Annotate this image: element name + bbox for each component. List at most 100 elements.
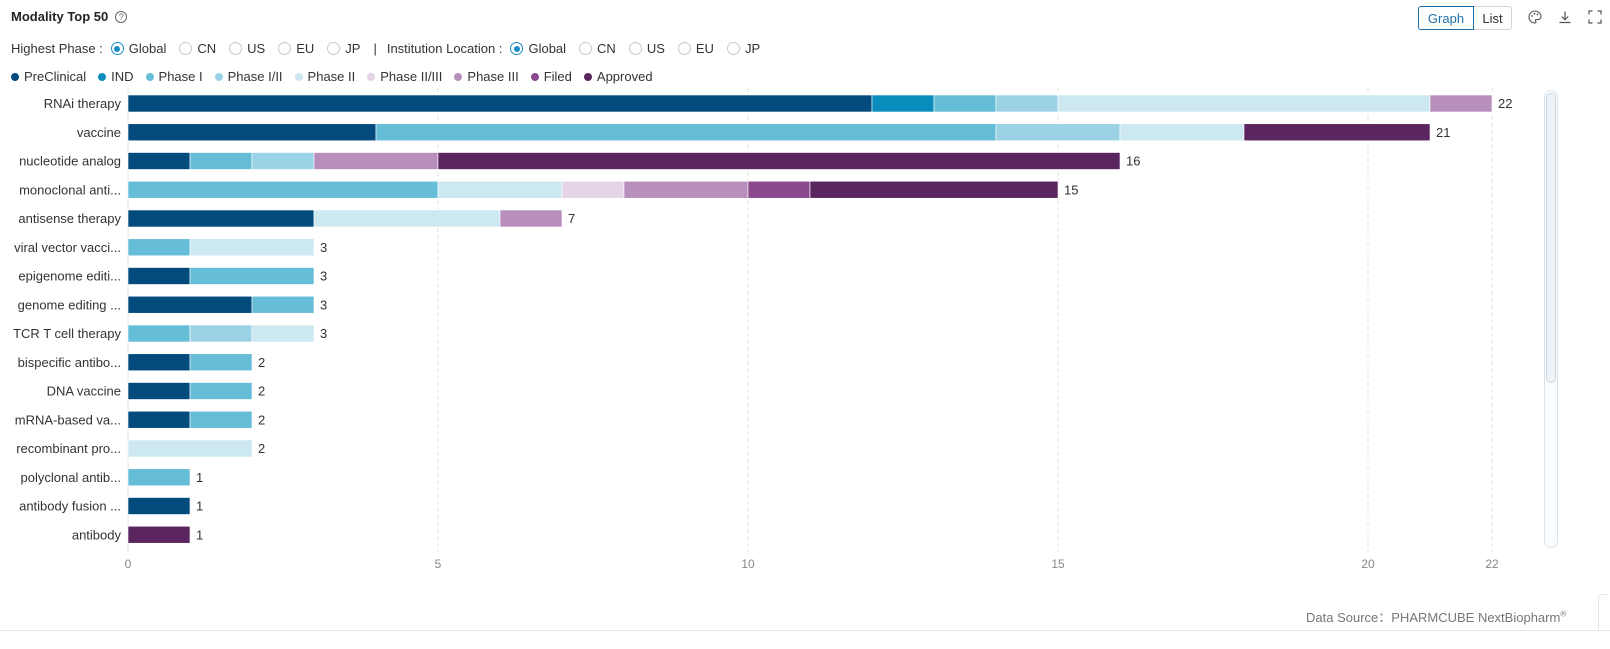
bar-segment[interactable] (189, 382, 253, 400)
legend-item-phase-iii[interactable]: Phase III (454, 69, 519, 84)
bar-segment[interactable] (127, 152, 191, 170)
bar-segment[interactable] (127, 525, 191, 544)
highest-phase-option-global[interactable]: Global (110, 41, 166, 56)
legend-item-ind[interactable]: IND (98, 69, 134, 84)
bar-segment[interactable] (127, 382, 191, 400)
resize-corner (1598, 594, 1609, 629)
bar-segment[interactable] (313, 152, 439, 170)
chart-scrollbar[interactable] (1544, 90, 1558, 548)
bar-segment[interactable] (189, 267, 315, 285)
radio-icon[interactable] (179, 42, 193, 55)
bar-segment[interactable] (623, 180, 749, 199)
bar-segment[interactable] (127, 295, 253, 314)
category-label: monoclonal anti... (19, 182, 121, 197)
bar-segment[interactable] (127, 468, 191, 487)
bar-segment[interactable] (437, 180, 563, 199)
question-circle-icon[interactable]: ? (115, 10, 128, 23)
bar-total-label: 1 (196, 499, 203, 514)
palette-icon[interactable] (1527, 9, 1543, 25)
graph-view-button[interactable]: Graph (1418, 6, 1474, 30)
legend-item-preclinical[interactable]: PreClinical (11, 69, 86, 84)
bar-segment[interactable] (995, 123, 1121, 142)
bar-segment[interactable] (189, 238, 315, 257)
bar-segment[interactable] (127, 353, 191, 372)
bar-segment[interactable] (1057, 94, 1431, 113)
legend-dot-icon (294, 72, 303, 81)
radio-icon[interactable] (726, 42, 740, 55)
legend-label: Phase I (158, 69, 203, 84)
filter-row: Highest Phase : Global CN US EU JP | Ins… (11, 41, 773, 56)
bar-segment[interactable] (127, 123, 377, 142)
legend-item-phase-i-ii[interactable]: Phase I/II (214, 69, 283, 84)
bar-segment[interactable] (251, 152, 315, 170)
bar-segment[interactable] (933, 94, 997, 113)
bar-segment[interactable] (127, 439, 253, 458)
bar-segment[interactable] (127, 324, 191, 343)
bar-segment[interactable] (871, 94, 935, 113)
category-label: bispecific antibo... (18, 355, 121, 370)
legend-item-phase-ii[interactable]: Phase II (294, 69, 355, 84)
download-icon[interactable] (1557, 9, 1573, 25)
list-view-button[interactable]: List (1474, 6, 1512, 30)
bar-segment[interactable] (1243, 123, 1431, 142)
highest-phase-option-cn[interactable]: CN (179, 41, 216, 56)
bar-segment[interactable] (127, 238, 191, 257)
bar-segment[interactable] (127, 497, 191, 515)
radio-icon[interactable] (278, 42, 292, 55)
radio-checked-icon[interactable] (510, 42, 524, 55)
bar-segment[interactable] (313, 209, 501, 228)
bar-total-label: 2 (258, 412, 265, 427)
bar-segment[interactable] (127, 410, 191, 429)
radio-icon[interactable] (628, 42, 642, 55)
bar-segment[interactable] (127, 267, 191, 285)
scrollbar-thumb[interactable] (1546, 93, 1556, 383)
bar-segment[interactable] (127, 180, 439, 199)
bar-segment[interactable] (251, 324, 315, 343)
bar-segment[interactable] (1119, 123, 1245, 142)
bar-segment[interactable] (189, 410, 253, 429)
legend-dot-icon (367, 72, 376, 81)
institution-option-us[interactable]: US (628, 41, 665, 56)
category-label: TCR T cell therapy (13, 326, 121, 341)
highest-phase-option-jp[interactable]: JP (327, 41, 360, 56)
highest-phase-option-us[interactable]: US (229, 41, 265, 56)
bar-segment[interactable] (189, 353, 253, 372)
legend-dot-icon (454, 72, 463, 81)
category-label: nucleotide analog (19, 154, 121, 169)
institution-option-global[interactable]: Global (510, 41, 566, 56)
institution-option-jp[interactable]: JP (726, 41, 760, 56)
bar-segment[interactable] (747, 180, 811, 199)
radio-icon[interactable] (229, 42, 243, 55)
legend-item-approved[interactable]: Approved (583, 69, 653, 84)
bar-segment[interactable] (189, 152, 253, 170)
fullscreen-icon[interactable] (1587, 9, 1603, 25)
bar-segment[interactable] (375, 123, 997, 142)
legend-item-filed[interactable]: Filed (530, 69, 572, 84)
highest-phase-label: Highest Phase : (11, 41, 103, 56)
bar-segment[interactable] (809, 180, 1059, 199)
radio-icon[interactable] (579, 42, 593, 55)
legend-item-phase-ii-iii[interactable]: Phase II/III (367, 69, 442, 84)
category-label: viral vector vacci... (14, 240, 121, 255)
highest-phase-option-eu[interactable]: EU (278, 41, 314, 56)
bar-total-label: 21 (1436, 125, 1450, 140)
institution-option-eu[interactable]: EU (677, 41, 714, 56)
bar-segment[interactable] (127, 209, 315, 228)
bar-segment[interactable] (1429, 94, 1493, 113)
radio-icon[interactable] (677, 42, 691, 55)
bar-segment[interactable] (189, 324, 253, 343)
radio-checked-icon[interactable] (110, 42, 124, 55)
legend-dot-icon (145, 72, 154, 81)
legend-item-phase-i[interactable]: Phase I (145, 69, 203, 84)
bar-segment[interactable] (561, 180, 625, 199)
bar-total-label: 3 (320, 269, 327, 284)
bar-segment[interactable] (437, 152, 1121, 170)
bar-segment[interactable] (251, 295, 315, 314)
bar-total-label: 2 (258, 441, 265, 456)
bar-segment[interactable] (995, 94, 1059, 113)
bar-segment[interactable] (127, 94, 873, 113)
radio-icon[interactable] (327, 42, 341, 55)
bar-segment[interactable] (499, 209, 563, 228)
institution-option-cn[interactable]: CN (579, 41, 616, 56)
